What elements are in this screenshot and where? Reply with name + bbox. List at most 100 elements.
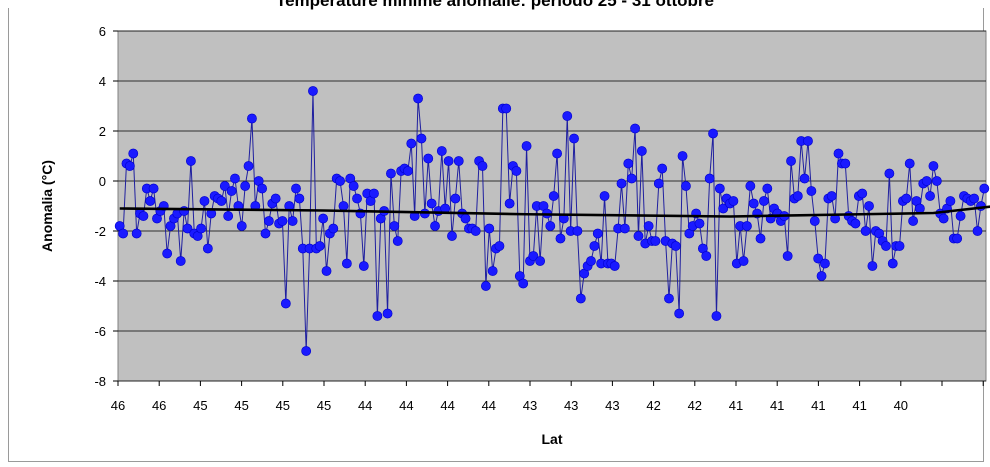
data-point <box>701 251 712 261</box>
data-point <box>430 221 440 231</box>
y-tick-label: 0 <box>99 174 106 189</box>
data-point <box>592 228 603 239</box>
data-point <box>681 181 691 191</box>
data-point <box>619 223 630 234</box>
y-tick-label: 4 <box>99 74 106 89</box>
plot-area <box>117 30 987 382</box>
data-point <box>969 193 980 204</box>
x-tick-label: 44 <box>358 398 372 413</box>
data-point <box>185 156 196 166</box>
data-point <box>182 223 193 234</box>
data-point <box>321 266 332 276</box>
y-tick-label: -6 <box>94 324 106 339</box>
y-axis-label: Anomalia (°C) <box>39 160 55 252</box>
data-point <box>406 138 417 149</box>
data-point <box>799 173 810 184</box>
data-point <box>921 176 932 186</box>
data-point <box>291 183 301 194</box>
data-point <box>460 213 471 224</box>
data-point <box>450 193 461 204</box>
x-tick-label: 43 <box>523 398 537 413</box>
data-point <box>226 186 237 196</box>
data-point <box>840 158 851 169</box>
data-point <box>413 93 423 104</box>
data-point <box>931 176 942 186</box>
data-point <box>955 211 966 221</box>
data-point <box>175 256 186 266</box>
data-point <box>813 253 824 264</box>
data-point <box>118 228 128 239</box>
data-point <box>833 148 844 159</box>
data-point <box>145 196 156 206</box>
y-tick-label: 6 <box>99 24 106 39</box>
data-point <box>630 123 640 134</box>
data-series <box>114 86 990 356</box>
data-point <box>131 228 142 239</box>
data-point <box>179 206 190 216</box>
data-point <box>369 188 379 199</box>
data-point <box>243 161 254 171</box>
data-point <box>230 173 240 184</box>
data-point <box>294 193 305 204</box>
data-point <box>494 241 505 251</box>
data-point <box>348 181 359 191</box>
data-point <box>782 251 793 261</box>
x-tick-label: 43 <box>564 398 578 413</box>
data-point <box>386 168 396 179</box>
data-point <box>219 181 230 191</box>
data-point <box>202 243 213 254</box>
data-point <box>280 298 291 309</box>
trend-line-group <box>119 205 990 218</box>
data-point <box>867 261 878 271</box>
data-point <box>616 178 627 189</box>
data-point <box>257 183 268 194</box>
data-point <box>742 221 752 231</box>
x-axis-label: Lat <box>542 431 563 447</box>
data-point <box>436 146 447 156</box>
y-tick-labels: -8 -6 -4 -2 0 2 4 6 <box>94 24 106 389</box>
data-point <box>952 233 963 244</box>
data-point <box>545 221 556 231</box>
trend-line <box>119 205 990 218</box>
data-point <box>599 191 610 201</box>
x-tick-label: 45 <box>276 398 290 413</box>
data-point <box>389 221 400 231</box>
data-point <box>352 193 362 204</box>
data-point <box>864 201 874 211</box>
data-point <box>633 231 644 241</box>
data-point <box>392 236 403 246</box>
data-point <box>718 203 729 214</box>
data-point <box>426 198 437 209</box>
data-point <box>809 216 820 226</box>
data-point <box>928 161 939 171</box>
data-point <box>850 218 861 229</box>
x-tick-label: 41 <box>729 398 743 413</box>
data-point <box>664 293 674 304</box>
data-point <box>484 223 495 234</box>
data-point <box>674 308 685 319</box>
data-point <box>358 261 369 271</box>
data-point <box>748 198 759 209</box>
data-point <box>314 241 325 251</box>
data-point <box>857 188 868 199</box>
data-point <box>260 228 271 239</box>
y-tick-label: 2 <box>99 124 106 139</box>
data-point <box>338 201 349 211</box>
x-tick-label: 41 <box>770 398 784 413</box>
data-point <box>341 258 352 269</box>
data-point <box>521 141 532 151</box>
data-point <box>240 181 251 191</box>
x-tick-label: 44 <box>482 398 496 413</box>
data-point <box>979 183 990 194</box>
data-point <box>945 196 956 206</box>
data-point <box>382 308 393 319</box>
x-tick-label: 46 <box>152 398 166 413</box>
data-point <box>128 148 139 159</box>
data-point <box>623 158 634 169</box>
data-point <box>904 158 915 169</box>
x-tick-label: 44 <box>440 398 454 413</box>
x-tick-label: 41 <box>811 398 825 413</box>
data-point <box>792 191 803 201</box>
data-point <box>575 293 586 304</box>
